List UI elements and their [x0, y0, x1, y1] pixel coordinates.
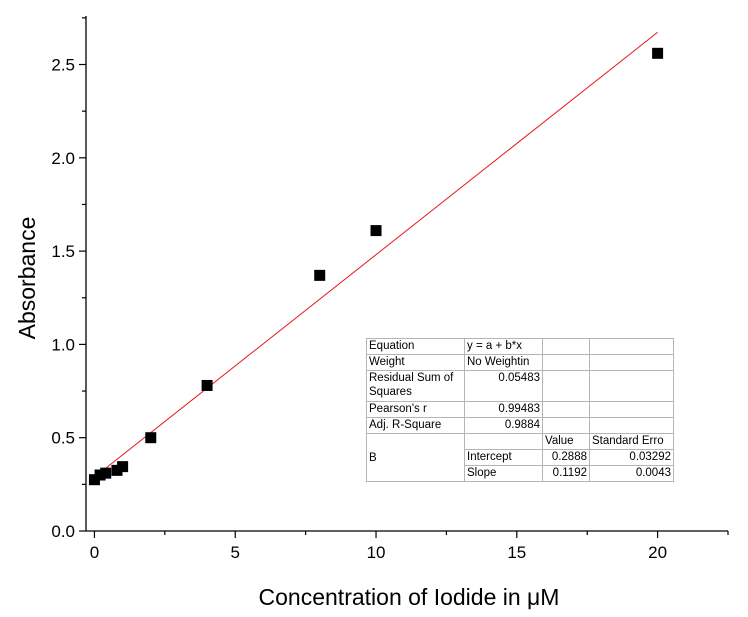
- weight-value: No Weightin: [464, 354, 543, 371]
- pearson-value: 0.99483: [464, 401, 543, 418]
- data-point: [314, 269, 326, 281]
- value-column-header: Value: [542, 433, 590, 450]
- y-tick-label: 2.5: [51, 56, 75, 75]
- table-row: Adj. R-Square 0.9884: [366, 417, 674, 434]
- parameter-name: B: [366, 433, 465, 482]
- x-tick-label: 5: [231, 543, 240, 562]
- table-row: Slope 0.1192 0.0043: [367, 465, 674, 482]
- slope-value: 0.1192: [542, 465, 590, 482]
- intercept-stderr: 0.03292: [589, 449, 674, 466]
- x-tick-label: 15: [507, 543, 526, 562]
- equation-label: Equation: [366, 338, 465, 355]
- slope-stderr: 0.0043: [589, 465, 674, 482]
- linear-fit-line: [94, 31, 658, 478]
- intercept-value: 0.2888: [542, 449, 590, 466]
- y-tick-label: 1.0: [51, 335, 75, 354]
- data-point: [94, 469, 106, 481]
- data-point: [145, 432, 157, 444]
- x-tick-label: 0: [90, 543, 99, 562]
- table-row: Equation y = a + b*x: [366, 338, 674, 355]
- x-axis-title: Concentration of Iodide in μM: [259, 584, 560, 610]
- weight-label: Weight: [366, 354, 465, 371]
- data-point: [88, 474, 100, 486]
- x-tick-label: 10: [367, 543, 386, 562]
- adj-r-square-value: 0.9884: [464, 417, 543, 434]
- adj-r-square-label: Adj. R-Square: [366, 417, 465, 434]
- data-point: [111, 464, 123, 476]
- linear-fit-table: Equation y = a + b*x Weight No Weightin …: [366, 338, 674, 482]
- table-row: Weight No Weightin: [366, 354, 674, 371]
- y-tick-label: 1.5: [51, 242, 75, 261]
- data-point: [370, 225, 382, 237]
- x-axis-title-unit: μM: [527, 584, 559, 610]
- data-point: [201, 379, 213, 391]
- y-tick-label: 0.5: [51, 429, 75, 448]
- stderr-column-header: Standard Erro: [589, 433, 674, 450]
- y-axis-title: Absorbance: [14, 217, 40, 340]
- pearson-label: Pearson's r: [366, 401, 465, 418]
- rss-value: 0.05483: [464, 370, 543, 402]
- table-row: B Value Standard Erro: [366, 433, 674, 482]
- equation-value: y = a + b*x: [464, 338, 543, 355]
- table-row: Intercept 0.2888 0.03292: [367, 449, 674, 466]
- slope-label: Slope: [464, 465, 543, 482]
- intercept-label: Intercept: [464, 449, 543, 466]
- table-row: Pearson's r 0.99483: [366, 401, 674, 418]
- rss-label: Residual Sum of Squares: [366, 370, 465, 402]
- x-tick-label: 20: [648, 543, 667, 562]
- data-point: [652, 47, 664, 59]
- y-tick-label: 0.0: [51, 522, 75, 541]
- data-point: [100, 467, 112, 479]
- y-tick-label: 2.0: [51, 149, 75, 168]
- table-row: Residual Sum of Squares 0.05483: [366, 370, 674, 402]
- data-point: [117, 461, 129, 473]
- x-axis-title-prefix: Concentration of Iodide in: [259, 584, 528, 610]
